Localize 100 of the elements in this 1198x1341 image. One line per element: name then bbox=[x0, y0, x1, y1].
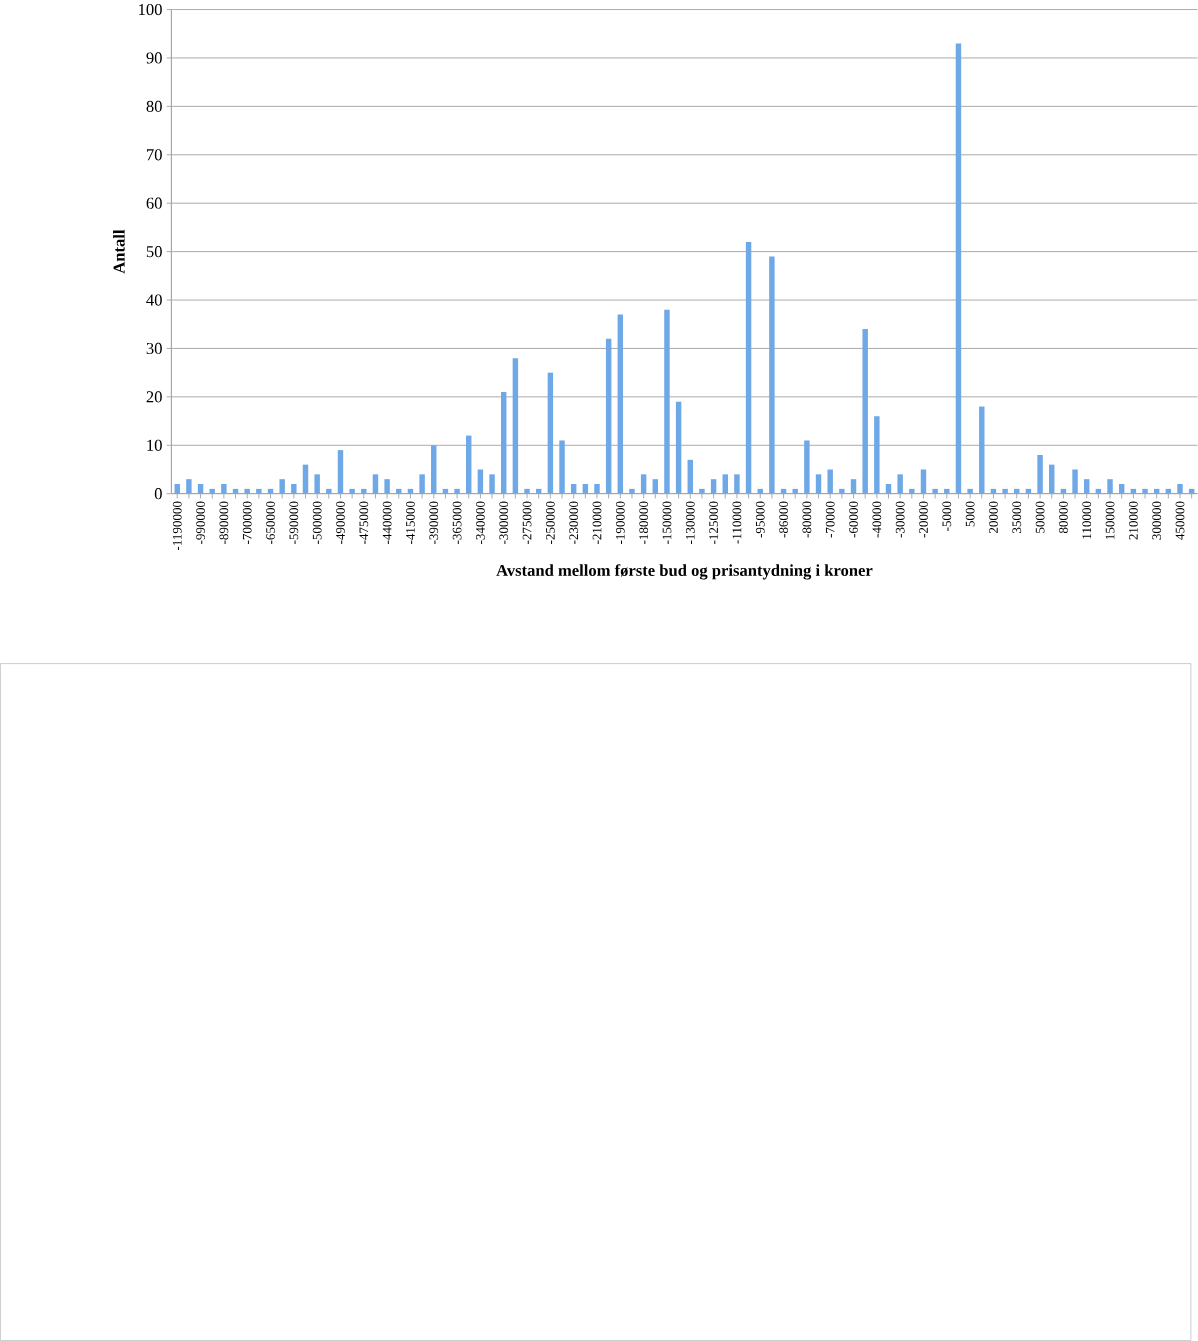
bar bbox=[372, 474, 379, 494]
bar bbox=[594, 484, 600, 494]
bar bbox=[524, 488, 530, 494]
bar bbox=[314, 474, 320, 494]
y-tick-label: 70 bbox=[146, 149, 162, 161]
bar bbox=[1118, 484, 1125, 494]
bar bbox=[570, 484, 577, 494]
bar bbox=[862, 329, 868, 494]
bar bbox=[769, 256, 775, 494]
x-tick-label: 150000 bbox=[1105, 501, 1115, 539]
bar bbox=[1060, 488, 1067, 494]
bar bbox=[990, 488, 997, 494]
bar bbox=[396, 488, 402, 494]
x-tick-label: -190000 bbox=[615, 501, 625, 544]
bar bbox=[1025, 488, 1032, 494]
bar bbox=[500, 392, 507, 494]
bar bbox=[291, 484, 297, 494]
bar bbox=[349, 488, 355, 494]
y-axis-title: Antall bbox=[113, 229, 125, 274]
bar bbox=[1107, 479, 1113, 494]
x-tick-label: -990000 bbox=[196, 501, 205, 544]
x-tick-label: -890000 bbox=[219, 501, 229, 544]
bar bbox=[827, 469, 833, 494]
x-tick-label: 35000 bbox=[1012, 501, 1022, 533]
x-tick-label: -230000 bbox=[569, 501, 579, 544]
x-tick-label: -86000 bbox=[779, 501, 788, 538]
bar bbox=[722, 474, 728, 494]
y-tick-label: 90 bbox=[146, 52, 162, 64]
bar bbox=[979, 406, 985, 494]
bar bbox=[617, 314, 624, 494]
bar bbox=[419, 474, 425, 494]
x-tick-label: -30000 bbox=[895, 501, 905, 538]
y-tick-label: 0 bbox=[154, 488, 162, 500]
bar bbox=[874, 416, 880, 494]
bar bbox=[489, 474, 495, 494]
y-tick-label: 80 bbox=[146, 100, 162, 112]
x-tick-label: -20000 bbox=[919, 501, 928, 538]
bar bbox=[337, 450, 344, 494]
x-tick-label: -300000 bbox=[499, 501, 509, 544]
bar bbox=[897, 474, 903, 494]
bar bbox=[1177, 484, 1183, 494]
bar bbox=[699, 488, 705, 494]
x-axis-title: Avstand mellom første bud og prisantydning i kroner bbox=[496, 564, 873, 580]
x-tick-label: -440000 bbox=[382, 501, 392, 544]
bar bbox=[734, 474, 740, 494]
bar bbox=[955, 43, 962, 494]
x-tick-label: -340000 bbox=[475, 501, 485, 544]
x-tick-label: -1190000 bbox=[172, 501, 182, 551]
bar bbox=[302, 464, 309, 494]
x-tick-label: -125000 bbox=[709, 501, 718, 544]
y-tick-label: 10 bbox=[147, 439, 162, 451]
bar bbox=[1014, 488, 1020, 494]
bar bbox=[279, 479, 285, 494]
bar bbox=[267, 488, 274, 494]
bar bbox=[664, 309, 670, 494]
x-tick-label: 110000 bbox=[1082, 501, 1092, 539]
bar bbox=[221, 484, 227, 494]
bar bbox=[967, 488, 973, 494]
bar bbox=[174, 484, 180, 494]
bar bbox=[850, 479, 857, 494]
bar bbox=[944, 488, 950, 494]
x-tick-label: -275000 bbox=[522, 501, 532, 544]
bar bbox=[256, 488, 262, 494]
bar bbox=[1188, 488, 1195, 494]
y-tick-label: 20 bbox=[146, 391, 162, 403]
x-tick-label: -95000 bbox=[755, 501, 765, 538]
x-tick-label: -210000 bbox=[592, 501, 602, 544]
bar bbox=[454, 488, 460, 494]
bar bbox=[244, 488, 250, 494]
x-tick-label: -150000 bbox=[662, 501, 672, 544]
bar bbox=[792, 488, 798, 494]
bar bbox=[232, 488, 239, 494]
x-tick-label: 20000 bbox=[989, 501, 998, 534]
y-tick-label: 50 bbox=[146, 246, 162, 258]
bar bbox=[920, 469, 927, 494]
bar bbox=[780, 488, 787, 494]
bar bbox=[1072, 469, 1078, 494]
x-tick-label: -390000 bbox=[429, 501, 439, 544]
bar bbox=[361, 488, 367, 494]
x-tick-label: 210000 bbox=[1128, 501, 1138, 540]
bar bbox=[1037, 454, 1043, 494]
x-tick-label: -475000 bbox=[359, 501, 369, 544]
bar bbox=[839, 488, 845, 494]
bar bbox=[909, 488, 915, 494]
bar bbox=[197, 484, 204, 494]
bar bbox=[1130, 488, 1137, 494]
bar bbox=[1002, 488, 1008, 494]
bar bbox=[407, 488, 414, 494]
bar bbox=[815, 474, 822, 494]
bar bbox=[186, 479, 192, 494]
y-tick-label: 30 bbox=[146, 342, 162, 355]
bar bbox=[710, 479, 717, 494]
x-tick-label: -40000 bbox=[872, 501, 882, 538]
bar bbox=[745, 241, 752, 494]
bar bbox=[1095, 488, 1102, 494]
y-tick-label: 100 bbox=[139, 3, 162, 16]
bar bbox=[1048, 464, 1055, 494]
y-tick-label: 60 bbox=[146, 197, 162, 209]
x-tick-label: -80000 bbox=[802, 501, 812, 538]
bar bbox=[477, 469, 484, 494]
